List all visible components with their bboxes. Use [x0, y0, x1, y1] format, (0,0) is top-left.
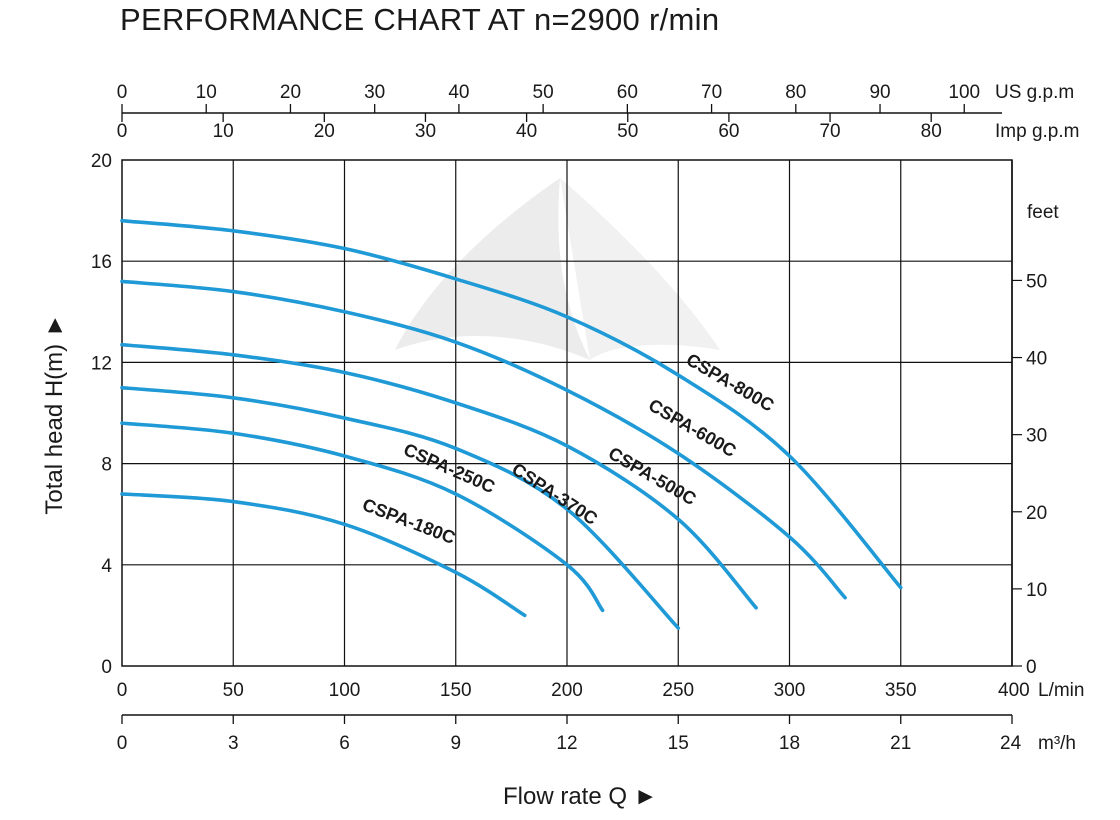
x-unit-us-gpm: US g.p.m [995, 82, 1074, 103]
watermark-band [205, 555, 905, 645]
x-unit-m3h: m³/h [1038, 733, 1076, 754]
x-tick-label-us-gpm: 30 [364, 82, 385, 103]
x-tick-label-lmin: 250 [662, 680, 694, 701]
curve-cspa-600c [120, 279, 847, 600]
x-tick-label-imp-gpm: 80 [921, 121, 942, 142]
y-tick-label-m: 8 [101, 455, 112, 476]
x-tick-label-lmin: 400 [998, 680, 1030, 701]
x-tick-label-us-gpm: 100 [948, 82, 980, 103]
x-tick-label-m3h: 9 [450, 733, 461, 754]
x-tick-label-imp-gpm: 70 [819, 121, 840, 142]
y-tick-label-feet: 0 [1026, 657, 1037, 678]
x-tick-label-lmin: 300 [774, 680, 806, 701]
x-tick-label-imp-gpm: 40 [516, 121, 537, 142]
y-tick-label-m: 12 [91, 353, 112, 374]
x-axis-label: Flow rate Q ► [503, 783, 658, 810]
y-axis-label: Total head H(m) ► [41, 313, 68, 515]
x-tick-label-imp-gpm: 50 [617, 121, 638, 142]
x-tick-label-m3h: 21 [890, 733, 911, 754]
y-tick-label-feet: 10 [1026, 580, 1047, 601]
x-tick-label-us-gpm: 50 [533, 82, 554, 103]
y-tick-label-feet: 40 [1026, 349, 1047, 370]
x-tick-label-us-gpm: 20 [280, 82, 301, 103]
x-tick-label-us-gpm: 60 [617, 82, 638, 103]
x-tick-label-us-gpm: 0 [117, 82, 128, 103]
x-tick-label-m3h: 15 [668, 733, 689, 754]
curve-cspa-250c [120, 421, 605, 613]
x-tick-label-imp-gpm: 30 [415, 121, 436, 142]
chart-grid [121, 159, 1013, 667]
x-tick-label-us-gpm: 10 [196, 82, 217, 103]
y-tick-label-feet: 20 [1026, 503, 1047, 524]
x-tick-label-m3h: 0 [117, 733, 128, 754]
y-tick-label-m: 0 [101, 657, 112, 678]
x-tick-label-imp-gpm: 0 [117, 121, 128, 142]
x-unit-lmin: L/min [1038, 680, 1084, 701]
x-tick-label-lmin: 350 [885, 680, 917, 701]
x-tick-label-lmin: 100 [329, 680, 361, 701]
y-tick-label-m: 16 [91, 252, 112, 273]
curve-cspa-800c [120, 218, 903, 590]
y-unit-feet: feet [1027, 202, 1059, 223]
chart-curves [120, 218, 903, 630]
x-tick-label-m3h: 24 [1000, 733, 1022, 754]
x-tick-label-us-gpm: 80 [785, 82, 806, 103]
x-tick-label-us-gpm: 70 [701, 82, 722, 103]
curve-cspa-370c [120, 385, 681, 630]
x-tick-label-m3h: 12 [556, 733, 577, 754]
x-tick-label-imp-gpm: 10 [213, 121, 234, 142]
x-tick-label-lmin: 150 [440, 680, 472, 701]
series-label: CSPA-800C [683, 349, 778, 415]
x-unit-imp-gpm: Imp g.p.m [995, 121, 1079, 142]
y-tick-label-m: 4 [101, 556, 112, 577]
page-title: PERFORMANCE CHART AT n=2900 r/min [120, 2, 720, 37]
x-tick-label-m3h: 18 [779, 733, 800, 754]
series-label: CSPA-250C [401, 439, 498, 497]
x-tick-label-m3h: 6 [339, 733, 350, 754]
series-label: CSPA-370C [508, 459, 601, 529]
curve-cspa-180c [120, 492, 527, 618]
y-tick-label-feet: 50 [1026, 271, 1047, 292]
x-tick-label-lmin: 200 [551, 680, 583, 701]
curve-cspa-500c [120, 342, 758, 610]
series-label: CSPA-180C [360, 494, 458, 548]
watermark-shape [560, 178, 720, 360]
x-tick-label-lmin: 0 [117, 680, 128, 701]
x-tick-label-us-gpm: 40 [448, 82, 469, 103]
watermark-shape [395, 178, 590, 360]
watermark-logo [205, 178, 905, 645]
x-tick-label-m3h: 3 [228, 733, 239, 754]
y-tick-label-m: 20 [91, 151, 112, 172]
x-tick-label-us-gpm: 90 [869, 82, 890, 103]
x-tick-label-imp-gpm: 20 [314, 121, 335, 142]
x-tick-label-imp-gpm: 60 [718, 121, 739, 142]
x-tick-label-lmin: 50 [223, 680, 244, 701]
y-tick-label-feet: 30 [1026, 426, 1047, 447]
